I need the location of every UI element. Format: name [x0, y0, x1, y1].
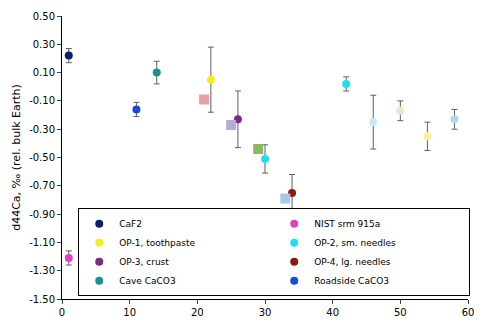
svg-text:-1.50: -1.50 [29, 294, 55, 305]
svg-text:NIST srm 915a: NIST srm 915a [314, 219, 380, 229]
svg-text:-0.50: -0.50 [29, 152, 55, 163]
svg-text:-0.10: -0.10 [29, 95, 55, 106]
svg-text:-0.30: -0.30 [29, 124, 55, 135]
svg-text:OP-2, sm. needles: OP-2, sm. needles [314, 238, 396, 248]
svg-text:OP-4, lg. needles: OP-4, lg. needles [314, 257, 390, 267]
svg-text:OP-1, toothpaste: OP-1, toothpaste [119, 238, 195, 248]
svg-text:OP-3, crust: OP-3, crust [119, 257, 169, 267]
svg-text:CaF2: CaF2 [119, 219, 142, 229]
svg-text:20: 20 [191, 307, 204, 318]
svg-text:0.10: 0.10 [33, 67, 55, 78]
svg-text:0.50: 0.50 [33, 11, 55, 22]
svg-text:-0.90: -0.90 [29, 209, 55, 220]
svg-text:30: 30 [259, 307, 272, 318]
svg-text:-0.70: -0.70 [29, 180, 55, 191]
svg-text:10: 10 [123, 307, 136, 318]
svg-text:50: 50 [394, 307, 407, 318]
svg-text:40: 40 [326, 307, 339, 318]
svg-text:0.30: 0.30 [33, 39, 55, 50]
svg-text:-1.30: -1.30 [29, 265, 55, 276]
svg-text:d44Ca, ‰ (rel. bulk Earth): d44Ca, ‰ (rel. bulk Earth) [10, 84, 23, 231]
svg-text:-1.10: -1.10 [29, 237, 55, 248]
svg-text:Roadside CaCO3: Roadside CaCO3 [314, 276, 389, 286]
svg-text:60: 60 [462, 307, 475, 318]
svg-text:0: 0 [59, 307, 65, 318]
svg-text:Cave CaCO3: Cave CaCO3 [119, 276, 175, 286]
